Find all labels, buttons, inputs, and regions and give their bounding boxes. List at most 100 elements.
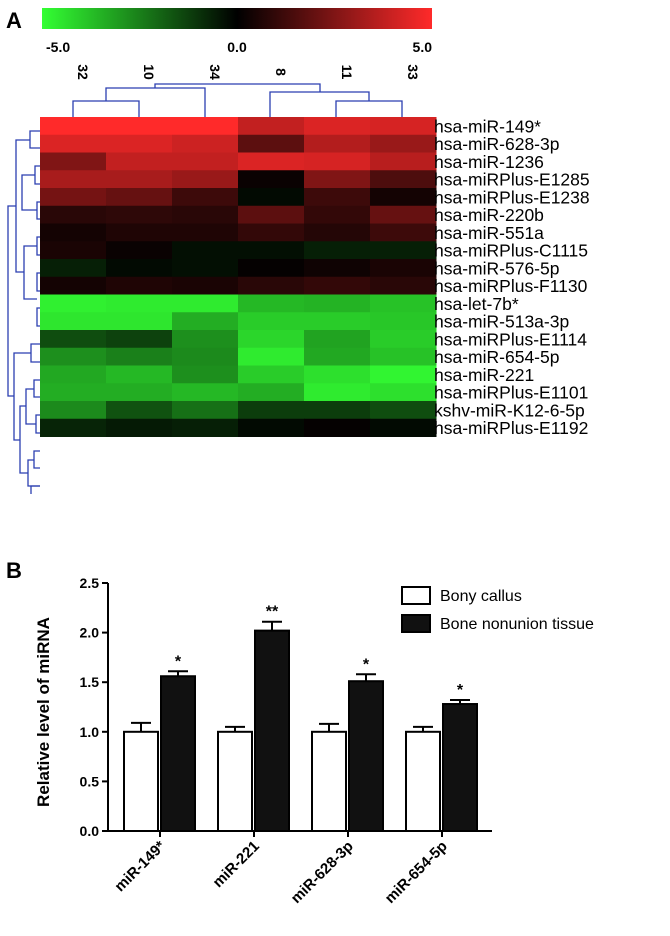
heatmap-row-label: hsa-miR-576-5p xyxy=(434,258,559,278)
heatmap-row-labels: hsa-miR-149*hsa-miR-628-3phsa-miR-1236hs… xyxy=(434,116,590,438)
heatmap-cell xyxy=(40,418,107,437)
heatmap-cell xyxy=(238,330,305,349)
heatmap-cell xyxy=(172,312,239,331)
heatmap-cell xyxy=(304,401,371,420)
significance-marker: * xyxy=(457,682,464,699)
heatmap-cell xyxy=(40,152,107,171)
heatmap-cell xyxy=(106,418,173,437)
heatmap-cell xyxy=(106,188,173,207)
bar-bone-nonunion xyxy=(254,629,290,833)
heatmap-cell xyxy=(106,117,173,136)
heatmap-cell xyxy=(40,312,107,331)
heatmap-cell xyxy=(40,117,107,136)
heatmap-cell xyxy=(304,347,371,366)
heatmap-cell xyxy=(304,170,371,189)
heatmap-cell xyxy=(238,188,305,207)
heatmap-cell xyxy=(106,401,173,420)
heatmap-cell xyxy=(106,383,173,402)
heatmap-cell xyxy=(40,134,107,153)
heatmap-cell xyxy=(370,188,437,207)
heatmap-cell xyxy=(370,330,437,349)
heatmap-cell xyxy=(172,205,239,224)
heatmap-cell xyxy=(304,241,371,260)
y-axis-label: Relative level of miRNA xyxy=(34,617,53,807)
heatmap-cell xyxy=(238,347,305,366)
bar-bony-callus xyxy=(311,730,347,832)
heatmap-cell xyxy=(238,134,305,153)
colorbar xyxy=(42,8,432,29)
legend-swatch-bony-callus xyxy=(401,586,431,605)
y-tick-label: 1.0 xyxy=(80,724,100,740)
heatmap-cell xyxy=(106,365,173,384)
heatmap-cell xyxy=(304,259,371,278)
heatmap-cell xyxy=(304,223,371,242)
heatmap-cell xyxy=(172,418,239,437)
y-tick-label: 2.0 xyxy=(80,625,100,641)
colorbar-max-label: 5.0 xyxy=(413,39,433,55)
heatmap-cell xyxy=(106,294,173,313)
heatmap-cell xyxy=(304,152,371,171)
heatmap-cell xyxy=(40,170,107,189)
heatmap-row-label: hsa-miRPlus-C1115 xyxy=(434,241,588,261)
bar-bone-nonunion xyxy=(442,703,478,832)
heatmap-column-label: 32 xyxy=(75,64,91,80)
heatmap-row-label: hsa-miRPlus-E1238 xyxy=(434,187,590,207)
heatmap-row-label: kshv-miR-K12-6-5p xyxy=(434,400,585,420)
heatmap-cell xyxy=(238,205,305,224)
legend-label-bony-callus: Bony callus xyxy=(440,588,522,605)
y-tick-label: 0.5 xyxy=(80,773,100,789)
heatmap-cell xyxy=(370,170,437,189)
bar-marks: ***** xyxy=(123,604,478,833)
heatmap-cell xyxy=(106,312,173,331)
y-tick-label: 2.5 xyxy=(80,575,100,591)
heatmap-cell xyxy=(304,383,371,402)
heatmap-cell xyxy=(40,383,107,402)
row-dendrogram xyxy=(7,130,40,494)
heatmap-cell xyxy=(238,418,305,437)
x-tick-label: miR-221 xyxy=(210,838,263,891)
legend-swatch-bone-nonunion xyxy=(401,614,431,633)
heatmap-cell xyxy=(304,117,371,136)
bar-bony-callus xyxy=(405,730,441,832)
heatmap-grid xyxy=(40,117,437,437)
heatmap-cell xyxy=(370,259,437,278)
heatmap-cell xyxy=(304,276,371,295)
heatmap-row-label: hsa-miR-628-3p xyxy=(434,134,559,154)
heatmap-cell xyxy=(370,276,437,295)
heatmap-row-label: hsa-miRPlus-E1285 xyxy=(434,170,590,190)
heatmap-column-label: 11 xyxy=(339,65,355,80)
heatmap-row-label: hsa-let-7b* xyxy=(434,294,519,314)
legend-label-bone-nonunion: Bone nonunion tissue xyxy=(440,616,594,633)
heatmap-row-label: hsa-miRPlus-E1101 xyxy=(434,383,588,403)
heatmap-row-label: hsa-miR-654-5p xyxy=(434,347,559,367)
heatmap-row-label: hsa-miR-221 xyxy=(434,365,534,385)
bar-bone-nonunion xyxy=(160,675,196,832)
heatmap-cell xyxy=(106,259,173,278)
heatmap-cell xyxy=(40,259,107,278)
heatmap-cell xyxy=(106,347,173,366)
colorbar-min-label: -5.0 xyxy=(46,39,70,55)
heatmap-cell xyxy=(106,205,173,224)
heatmap-cell xyxy=(238,170,305,189)
heatmap-cell xyxy=(40,241,107,260)
heatmap-cell xyxy=(106,241,173,260)
heatmap-cell xyxy=(172,401,239,420)
heatmap-cell xyxy=(370,347,437,366)
heatmap-cell xyxy=(40,401,107,420)
heatmap-cell xyxy=(40,365,107,384)
heatmap-column-labels: 32 10 34 8 11 33 xyxy=(75,64,421,80)
bar-legend: Bony callus Bone nonunion tissue xyxy=(401,586,594,633)
heatmap-cell xyxy=(370,134,437,153)
bar-x-tick-labels: miR-149* miR-221 miR-628-3p miR-654-5p xyxy=(111,838,450,907)
heatmap-cell xyxy=(106,170,173,189)
heatmap-cell xyxy=(370,223,437,242)
heatmap-cell xyxy=(304,205,371,224)
heatmap-cell xyxy=(370,117,437,136)
heatmap-cell xyxy=(40,205,107,224)
heatmap-row-label: hsa-miRPlus-F1130 xyxy=(434,276,588,296)
heatmap-cell xyxy=(238,152,305,171)
heatmap-row-label: hsa-miR-149* xyxy=(434,116,541,136)
heatmap-cell xyxy=(304,294,371,313)
heatmap-cell xyxy=(172,152,239,171)
